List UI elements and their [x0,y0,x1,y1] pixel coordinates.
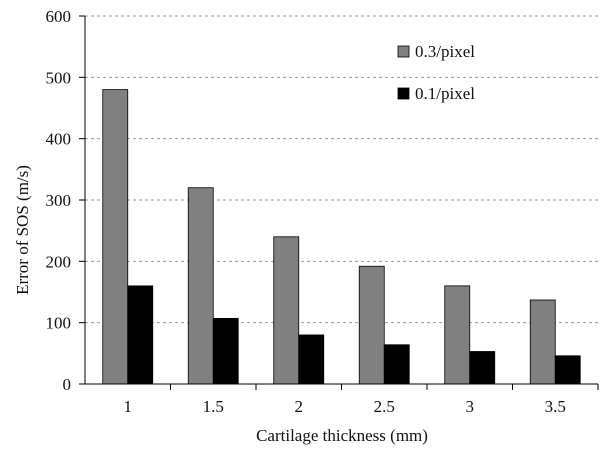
bar-series-1 [358,265,385,385]
y-tick-label: 600 [46,7,72,26]
x-tick-label: 3.5 [545,397,566,416]
gridlines [85,15,598,324]
legend-swatch [397,45,410,58]
x-tick-label: 1.5 [203,397,224,416]
legend: 0.3/pixel 0.1/pixel [397,42,475,103]
y-tick-label: 500 [46,68,72,87]
legend-label: 0.3/pixel [415,42,475,61]
axes [79,15,599,390]
x-tick-label: 2 [295,397,304,416]
bar-series-2 [469,351,496,385]
x-tick-label: 2.5 [374,397,395,416]
x-tick-labels: 1 1.5 2 2.5 3 3.5 [124,397,566,416]
x-tick-label: 1 [124,397,133,416]
bars [102,89,581,385]
bar-series-2 [127,285,154,385]
y-tick-labels: 0 100 200 300 400 500 600 [46,7,72,394]
legend-label: 0.1/pixel [415,84,475,103]
bar-series-2 [298,334,325,385]
y-tick-label: 400 [46,130,72,149]
x-tick-label: 3 [466,397,475,416]
bar-series-1 [529,299,556,385]
bar-series-2 [383,344,410,385]
bar-series-1 [102,89,129,385]
bar-series-1 [273,236,300,385]
bar-series-2 [554,355,581,385]
bar-series-1 [187,187,214,385]
bar-series-2 [212,317,239,385]
y-tick-label: 200 [46,252,72,271]
y-tick-label: 100 [46,314,72,333]
y-tick-label: 0 [63,375,72,394]
bar-series-1 [444,285,471,385]
y-tick-label: 300 [46,191,72,210]
y-axis-title: Error of SOS (m/s) [13,165,32,295]
legend-swatch [397,87,410,100]
x-axis-title: Cartilage thickness (mm) [256,426,428,445]
